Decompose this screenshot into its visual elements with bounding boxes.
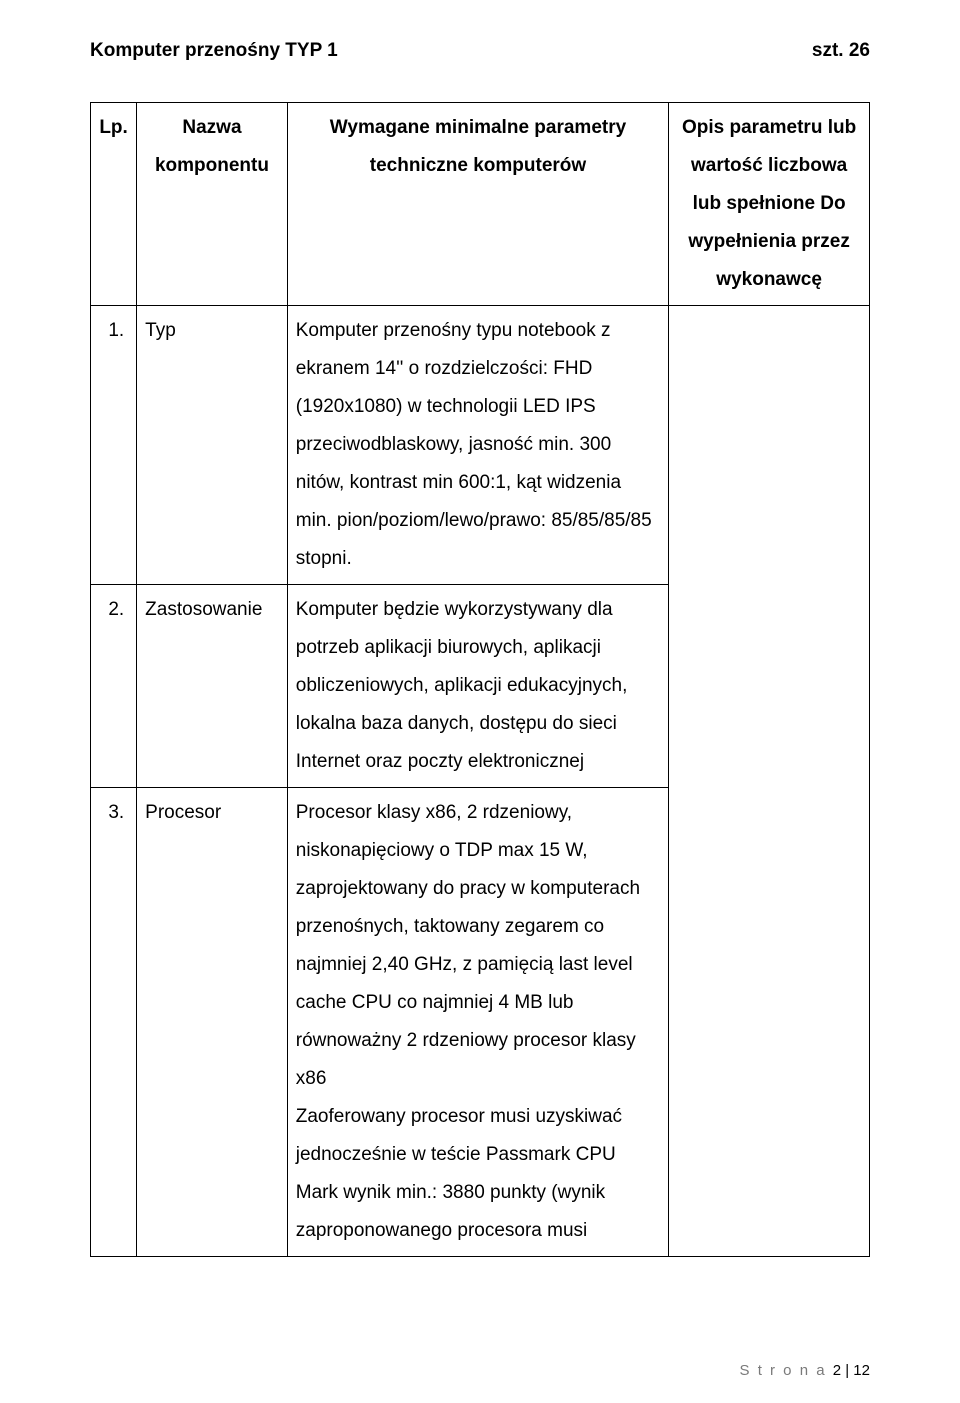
page-footer: S t r o n a 2 | 12 xyxy=(740,1362,870,1379)
col-name: Nazwa komponentu xyxy=(137,103,288,306)
cell-req: Komputer będzie wykorzystywany dla potrz… xyxy=(287,585,668,788)
cell-num: 3. xyxy=(91,788,137,1257)
footer-page: 2 | 12 xyxy=(833,1362,870,1379)
cell-req: Procesor klasy x86, 2 rdzeniowy, niskona… xyxy=(287,788,668,1257)
cell-name: Procesor xyxy=(137,788,288,1257)
col-lp: Lp. xyxy=(91,103,137,306)
cell-resp xyxy=(669,306,870,1257)
table-header-row: Lp. Nazwa komponentu Wymagane minimalne … xyxy=(91,103,870,306)
cell-name: Zastosowanie xyxy=(137,585,288,788)
col-req: Wymagane minimalne parametry techniczne … xyxy=(287,103,668,306)
footer-label: S t r o n a xyxy=(740,1362,827,1379)
spec-table: Lp. Nazwa komponentu Wymagane minimalne … xyxy=(90,102,870,1257)
col-resp: Opis parametru lub wartość liczbowa lub … xyxy=(669,103,870,306)
table-row: 1. Typ Komputer przenośny typu notebook … xyxy=(91,306,870,585)
header-title-right: szt. 26 xyxy=(812,40,870,62)
header-title-left: Komputer przenośny TYP 1 xyxy=(90,40,338,62)
cell-num: 1. xyxy=(91,306,137,585)
page: Komputer przenośny TYP 1 szt. 26 Lp. Naz… xyxy=(0,0,960,1403)
cell-name: Typ xyxy=(137,306,288,585)
page-header: Komputer przenośny TYP 1 szt. 26 xyxy=(90,40,870,62)
cell-req: Komputer przenośny typu notebook z ekran… xyxy=(287,306,668,585)
cell-num: 2. xyxy=(91,585,137,788)
